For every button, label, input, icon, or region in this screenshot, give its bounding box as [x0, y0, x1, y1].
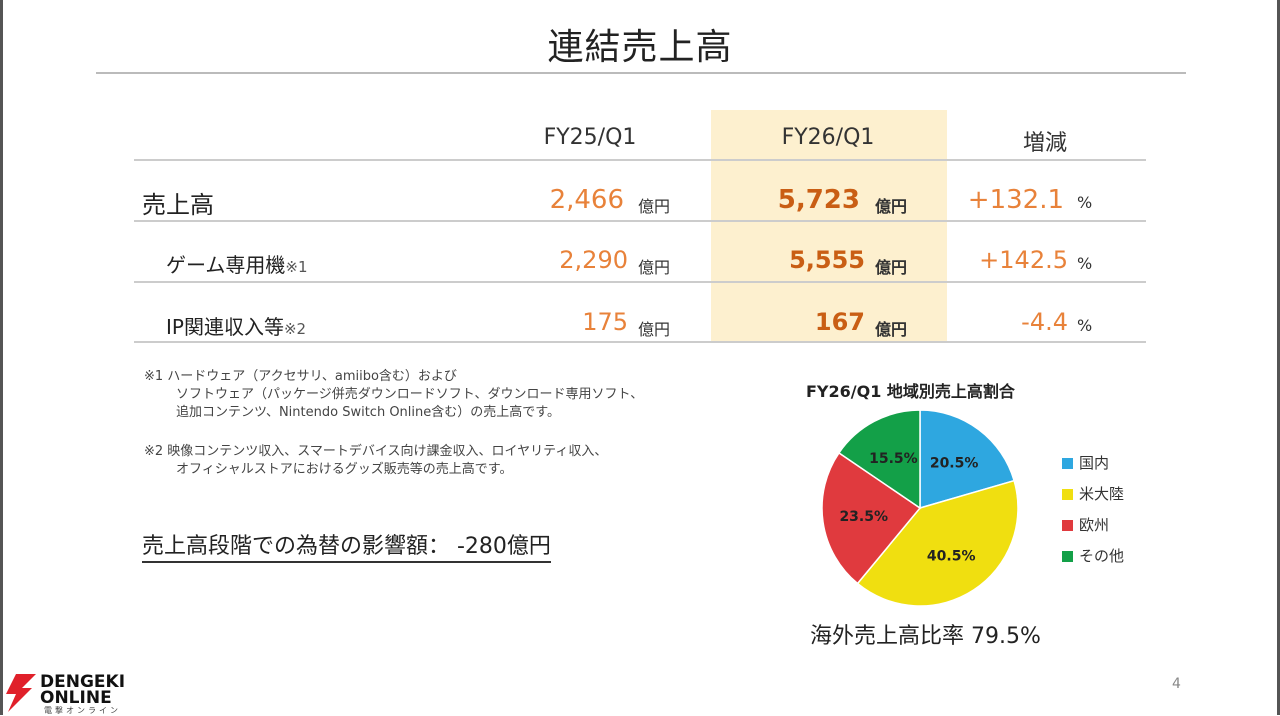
row-label-ip-revenue: IP関連収入等※2	[166, 315, 307, 339]
row-sales-change: +132.1	[967, 185, 1064, 215]
dengeki-online-logo: DENGEKI ONLINE 電撃オンライン	[2, 672, 126, 715]
page-title: 連結売上高	[547, 27, 733, 68]
row-console-fy26-unit: 億円	[875, 258, 908, 277]
legend-swatch	[1062, 458, 1073, 469]
header-change: 増減	[1022, 131, 1067, 156]
row-sales-fy25: 2,466	[549, 185, 624, 215]
row-ip-change: -4.4	[1021, 308, 1068, 336]
logo-line-3: 電撃オンライン	[44, 706, 121, 715]
footnote-1: ※1 ハードウェア（アクセサリ、amiibo含む）および ソフトウェア（パッケー…	[144, 369, 644, 420]
header-fy26: FY26/Q1	[781, 125, 875, 150]
pie-slice-europe	[821, 451, 922, 585]
header-fy25: FY25/Q1	[543, 125, 637, 150]
table-bottom-rule	[134, 341, 1146, 343]
right-frame-border	[1277, 0, 1280, 715]
logo-line-1: DENGEKI	[40, 672, 126, 692]
pie-slice-americas	[856, 479, 1019, 607]
table-row-rule	[134, 281, 1146, 283]
row-ip-change-unit: %	[1077, 316, 1093, 335]
row-ip-fy25-unit: 億円	[638, 320, 671, 339]
pie-slice-domestic	[919, 409, 1016, 509]
title-divider	[96, 72, 1186, 74]
page-number: 4	[1172, 676, 1181, 692]
overseas-sales-ratio: 海外売上高比率 79.5%	[810, 624, 1041, 649]
row-console-fy25-unit: 億円	[638, 258, 671, 277]
pie-slice-other	[837, 409, 921, 510]
row-sales-fy26: 5,723	[777, 185, 860, 215]
row-ip-fy25: 175	[582, 308, 628, 336]
legend-swatch	[1062, 520, 1073, 531]
legend-item-other: その他	[1062, 545, 1124, 566]
row-console-change-unit: %	[1077, 254, 1093, 273]
legend-swatch	[1062, 551, 1073, 562]
row-label-sales: 売上高	[142, 191, 214, 219]
fx-impact-text: 売上高段階での為替の影響額： -280億円	[142, 528, 551, 563]
pie-label-americas: 40.5%	[927, 549, 976, 565]
legend-swatch	[1062, 489, 1073, 500]
row-ip-fy26: 167	[814, 308, 865, 336]
row-console-fy25: 2,290	[559, 246, 628, 274]
pie-label-other: 15.5%	[869, 451, 918, 467]
legend-item-europe: 欧州	[1062, 514, 1109, 535]
pie-chart-title: FY26/Q1 地域別売上高割合	[806, 382, 1015, 401]
legend-item-domestic: 国内	[1062, 452, 1109, 473]
pie-chart: 20.5% 40.5% 23.5% 15.5%	[821, 409, 1019, 607]
table-header-rule	[134, 159, 1146, 161]
row-console-change: +142.5	[979, 246, 1068, 274]
row-sales-fy25-unit: 億円	[638, 197, 671, 216]
row-ip-fy26-unit: 億円	[875, 320, 908, 339]
row-label-dedicated-console: ゲーム専用機※1	[166, 253, 308, 277]
left-frame-border	[0, 0, 3, 715]
footnote-2: ※2 映像コンテンツ収入、スマートデバイス向け課金収入、ロイヤリティ収入、 オフ…	[144, 444, 608, 477]
pie-label-europe: 23.5%	[839, 509, 888, 525]
legend-item-americas: 米大陸	[1062, 483, 1124, 504]
logo-line-2: ONLINE	[40, 688, 112, 708]
pie-label-domestic: 20.5%	[930, 456, 979, 472]
row-sales-change-unit: %	[1077, 193, 1093, 212]
table-row-rule	[134, 220, 1146, 222]
row-console-fy26: 5,555	[789, 246, 865, 274]
lightning-bolt-icon	[6, 674, 36, 712]
fy26-column-highlight	[711, 110, 947, 342]
row-sales-fy26-unit: 億円	[875, 197, 908, 216]
